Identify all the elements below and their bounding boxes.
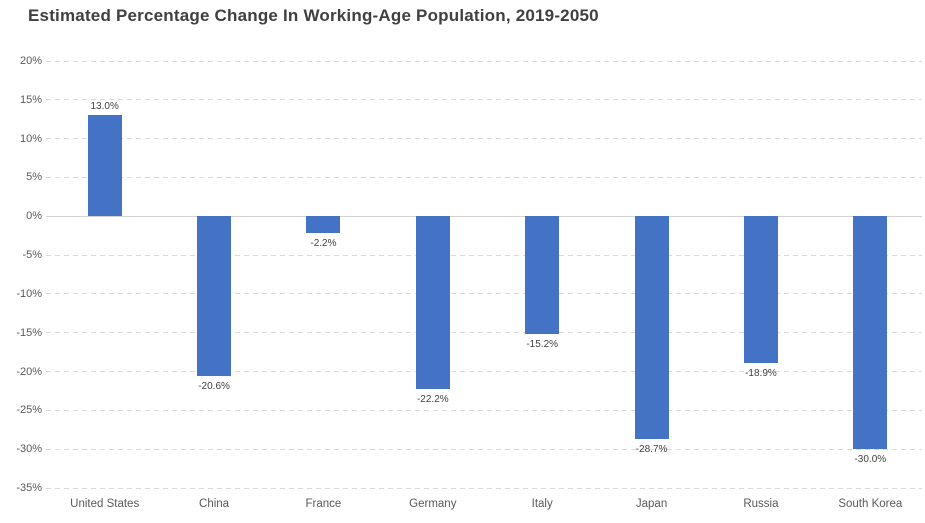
bar-south-korea bbox=[853, 216, 888, 450]
y-axis-tick-label: -25% bbox=[16, 404, 42, 417]
gridline bbox=[46, 138, 922, 140]
bar-china bbox=[197, 216, 232, 377]
y-axis-tick-label: 0% bbox=[26, 210, 42, 223]
bar-russia bbox=[743, 216, 778, 363]
y-axis-tick-label: 15% bbox=[19, 93, 42, 106]
y-axis-tick-label: -35% bbox=[16, 482, 42, 494]
y-axis-tick-label: -10% bbox=[16, 287, 42, 300]
y-axis-tick-label: 10% bbox=[19, 132, 42, 145]
bar-japan bbox=[634, 216, 669, 440]
x-axis-category-label: United States bbox=[70, 498, 140, 510]
gridline bbox=[46, 254, 922, 256]
bar-germany bbox=[415, 216, 450, 389]
x-axis-category-label: France bbox=[305, 498, 342, 510]
x-axis-category-label: Germany bbox=[409, 498, 457, 510]
y-axis-tick-label: 20% bbox=[19, 55, 42, 67]
gridline bbox=[46, 448, 922, 450]
y-axis-tick-label: -20% bbox=[16, 365, 42, 378]
x-axis-category-label: Russia bbox=[743, 498, 779, 510]
x-axis-category-label: Italy bbox=[531, 498, 553, 510]
zero-axis-line bbox=[46, 215, 922, 217]
gridline bbox=[46, 293, 922, 295]
gridline bbox=[46, 176, 922, 178]
gridline bbox=[46, 332, 922, 334]
chart-title: Estimated Percentage Change In Working-A… bbox=[28, 6, 599, 25]
x-axis-category-label: South Korea bbox=[838, 498, 903, 510]
y-axis-tick-label: -15% bbox=[16, 326, 42, 339]
bar-value-label: -22.2% bbox=[416, 393, 449, 405]
bar-value-label: -30.0% bbox=[854, 454, 887, 466]
bar-value-label: -28.7% bbox=[635, 444, 668, 456]
y-axis-tick-label: -30% bbox=[16, 443, 42, 456]
bar-value-label: 13.0% bbox=[90, 101, 119, 113]
y-axis-tick-label: -5% bbox=[22, 249, 42, 262]
x-axis-category-label: China bbox=[199, 498, 230, 510]
bar-united-states bbox=[87, 115, 122, 217]
bar-value-label: -18.9% bbox=[745, 368, 777, 379]
x-axis-category-label: Japan bbox=[635, 498, 668, 510]
y-axis-tick-label: 5% bbox=[26, 171, 42, 184]
gridline bbox=[46, 487, 922, 489]
bar-value-label: -20.6% bbox=[198, 381, 230, 393]
gridline bbox=[46, 371, 922, 373]
bar-value-label: -15.2% bbox=[526, 339, 559, 351]
bar-france bbox=[306, 216, 341, 234]
bar-italy bbox=[525, 216, 560, 335]
gridline bbox=[46, 60, 922, 62]
bar-value-label: -2.2% bbox=[310, 238, 337, 250]
gridline bbox=[46, 99, 922, 101]
gridline bbox=[46, 409, 922, 411]
